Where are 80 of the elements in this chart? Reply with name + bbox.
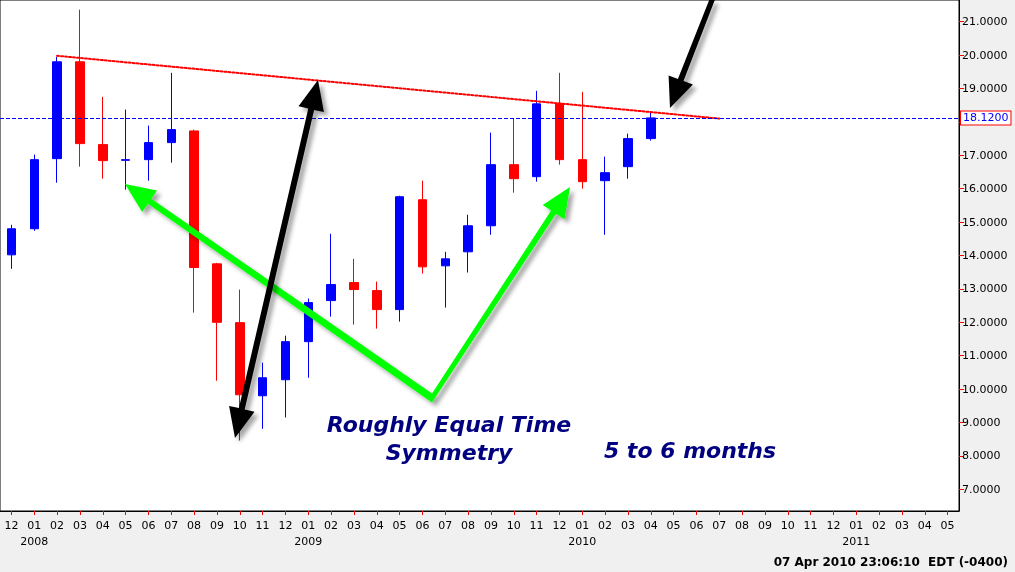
candlestick	[98, 96, 108, 180]
candlestick	[441, 251, 450, 309]
y-tick-label: 19.0000	[962, 82, 1008, 96]
x-tick-label: 05	[392, 518, 407, 532]
x-tick-label: 03	[346, 518, 361, 532]
x-tick-label: 08	[187, 518, 202, 532]
y-tick-label: 13.0000	[962, 282, 1008, 296]
x-tick-label: 03	[72, 518, 87, 532]
candlestick	[30, 154, 39, 232]
x-tick-label: 09	[757, 518, 772, 532]
candlestick	[258, 362, 267, 430]
x-tick-label: 10	[232, 518, 247, 532]
x-tick-label: 01 2011	[842, 518, 871, 548]
y-tick-label: 16.0000	[962, 182, 1008, 196]
y-tick-label: 14.0000	[962, 249, 1008, 262]
x-tick-label: 04	[369, 518, 384, 532]
candlestick	[486, 132, 496, 236]
x-tick-label: 01 2010	[568, 518, 597, 548]
x-tick-label: 07	[712, 518, 727, 532]
x-tick-label: 02	[50, 518, 65, 532]
x-tick-label: 01 2008	[20, 518, 49, 548]
x-tick-label: 12	[278, 518, 293, 532]
y-tick-label: 10.0000	[962, 382, 1008, 396]
x-tick-label: 02	[872, 518, 887, 532]
x-tick-label: 10	[506, 518, 521, 532]
x-tick-label: 07	[438, 518, 453, 532]
x-tick-label: 09	[483, 518, 498, 532]
y-tick-label: 21.0000	[962, 15, 1008, 29]
annotation: 5 to 6 months	[603, 437, 777, 463]
y-tick-label: 20.0000	[962, 48, 1008, 62]
x-tick-label: 12	[4, 518, 19, 532]
candlestick	[349, 258, 359, 326]
x-tick-label: 06	[689, 518, 704, 532]
x-tick-label: 12	[552, 518, 567, 532]
candlestick	[395, 195, 404, 323]
x-tick-label: 07	[164, 518, 179, 532]
y-tick-label: 12.0000	[962, 315, 1008, 329]
candlestick	[235, 289, 245, 442]
candlestick	[281, 335, 290, 418]
x-tick-label: 11	[529, 518, 544, 532]
y-tick-label: 15.0000	[962, 215, 1008, 229]
y-tick-label: 9.0000	[962, 415, 1001, 429]
candlestick	[463, 214, 473, 274]
x-tick-label: 05	[118, 518, 133, 532]
y-tick-label: 8.0000	[962, 449, 1001, 463]
x-tick-label: 12	[826, 518, 841, 532]
text: 07 Apr 2010 23:06:10 EDT (-0400)	[773, 555, 1008, 569]
x-tick-label: 04	[917, 518, 932, 532]
y-tick-label: 7.0000	[962, 482, 1001, 496]
x-tick-label: 05	[666, 518, 681, 532]
candlestick	[212, 262, 222, 382]
x-tick-label: 11	[255, 518, 270, 532]
candlestick	[509, 118, 519, 194]
x-tick-label: 08	[461, 518, 476, 532]
x-tick-label: 03	[620, 518, 635, 532]
x-tick-label: 08	[735, 518, 750, 532]
x-tick-label: 10	[780, 518, 795, 532]
candlestick	[7, 224, 16, 270]
candlestick	[326, 233, 336, 318]
x-tick-label: 03	[894, 518, 909, 532]
y-tick-label: 17.0000	[962, 148, 1008, 162]
y-tick-label: 11.0000	[962, 349, 1008, 363]
candlestick	[418, 180, 427, 275]
x-tick-label: 11	[803, 518, 818, 532]
x-tick-label: 09	[209, 518, 224, 532]
candlestick	[623, 133, 633, 180]
x-tick-label: 02	[324, 518, 339, 532]
candlestick	[189, 129, 199, 314]
x-tick-label: 04	[95, 518, 110, 532]
annotation: Roughly Equal Time Symmetry	[326, 411, 572, 465]
x-tick-label: 01 2009	[294, 518, 323, 548]
x-tick-label: 06	[415, 518, 430, 532]
candlestick	[372, 281, 382, 330]
candlestick	[600, 156, 610, 236]
candlestick	[144, 125, 153, 182]
x-tick-label: 04	[643, 518, 658, 532]
x-tick-label: 06	[141, 518, 156, 532]
x-tick-label: 02	[598, 518, 613, 532]
x-tick-label: 05	[940, 518, 955, 532]
ref-line-label: 18.1200	[963, 111, 1009, 125]
